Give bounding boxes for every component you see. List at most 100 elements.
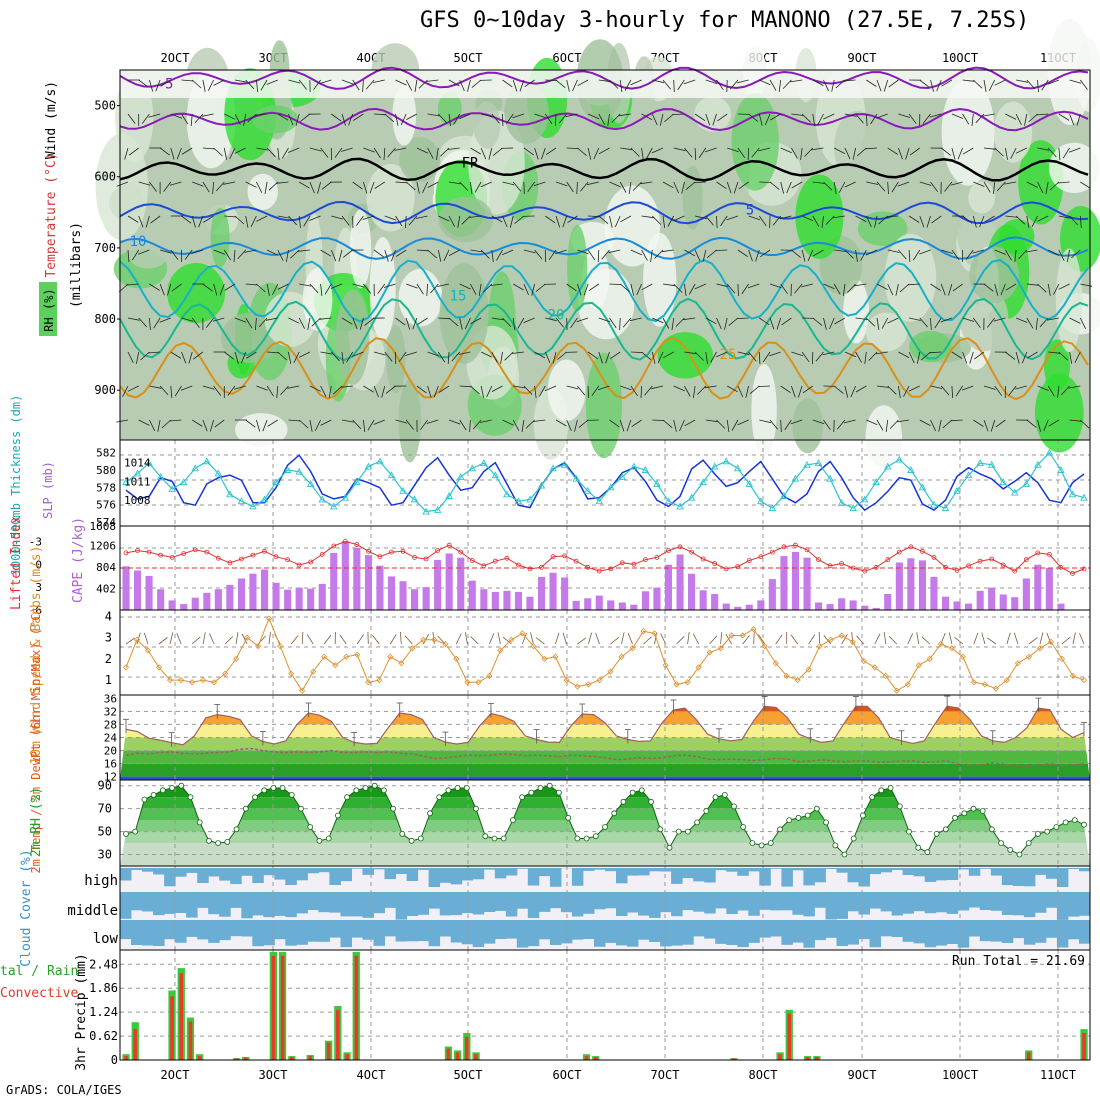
cloud-cell [1068,920,1080,940]
lifted-index-marker [550,554,556,560]
lifted-index-marker [516,562,521,568]
wind-barb [145,215,150,228]
wind-barb [555,113,557,127]
wind-barb [524,79,535,88]
wind-barb [630,283,634,296]
wind-barb [593,147,600,160]
wind-barb [652,79,665,84]
slp-tick-label: 1008 [124,494,151,507]
wind-barb [459,385,472,388]
wind-barb [448,113,451,126]
thickness-marker [941,504,950,512]
wind-barb [352,283,365,288]
rh-marker [454,785,461,791]
wind-barb [720,215,728,227]
wind-barb [1015,317,1028,323]
rh-marker [556,789,562,796]
wind-speed-marker [166,677,174,684]
wind-barb [384,249,389,262]
wind-barb [1047,385,1055,397]
wind-barb [620,147,633,151]
cape-bar [330,552,338,610]
cloud-cell [968,868,981,876]
cloud-cell [472,868,485,880]
wind-barb [630,249,643,256]
wind-barb [748,113,759,122]
cloud-cell [175,920,187,943]
wind-barb-10m [455,633,462,645]
wind-barb [587,351,599,360]
rh-marker [629,789,636,796]
lifted-index-marker [135,548,140,553]
wind-barb [176,147,182,160]
wind-barb [127,317,140,321]
cloud-cell [483,920,496,944]
cape-bar [237,578,245,610]
wind-barb [962,351,968,364]
cloud-cell [594,920,606,947]
wind-barb-10m [209,633,215,645]
wind-barb-10m [709,635,718,645]
wind-barb [909,317,921,321]
cloud-cell [461,920,474,945]
cloud-cell [164,892,176,914]
wind-barb [1037,79,1039,93]
rh-marker [592,833,599,840]
wind-barb [535,283,546,292]
wind-barb [965,249,974,260]
cloud-cell [726,892,738,914]
rh-shade-cell [399,137,441,183]
wind-barb [850,385,856,398]
cloud-cell [935,920,948,946]
wind-tick-label: 1 [105,673,112,687]
rh-shade-cell [993,101,1033,163]
rh-shade-cell [473,101,501,149]
wind-barb [1069,419,1082,422]
wind-barb-10m [916,632,920,645]
wind-speed-marker [574,683,581,690]
wind-speed-marker [651,630,658,637]
wind-barb [801,283,813,288]
wind-barb [684,147,693,158]
wind-barb [887,181,889,195]
wind-barb [866,317,876,327]
wind-barb [737,283,739,297]
cloud-cell [373,920,385,946]
wind-barb [341,147,353,152]
cloud-cell [847,868,859,883]
wind-barb [214,419,225,428]
cloud-cell [1056,920,1069,948]
temp-contour [119,157,1089,182]
cape-bar [849,600,857,610]
wind-barb [844,181,856,188]
wind-barb [437,351,446,363]
wind-barb [373,249,385,258]
wind-speed-marker [926,655,933,662]
wind-barb [266,283,270,296]
wind-barb [983,385,996,390]
rh-shade-cell [843,279,869,344]
lifted-index-marker [481,563,487,569]
thickness-marker [837,498,846,506]
cloud-cell [814,892,826,908]
wind-axis-label: Wind (m/s) [44,81,59,159]
wind-barb [341,113,346,126]
cloud-cell [186,868,198,873]
wind-barb [207,79,214,91]
wind-barb [241,351,247,364]
cloud-cell [318,868,330,873]
wind-barb [652,419,665,421]
rh-marker [417,835,424,842]
wind-barb-10m [191,636,201,645]
wind-speed-marker [442,640,449,648]
cloud-cell [627,920,639,947]
wind-barb [791,181,803,189]
wind-barb [726,215,739,221]
wind-barb [451,351,461,362]
wind-barb [626,419,632,432]
wind-barb [243,113,247,126]
wind-barb [716,215,718,229]
thickness-marker [618,472,627,480]
wind-barb [673,147,686,152]
wind-barb [277,215,290,219]
